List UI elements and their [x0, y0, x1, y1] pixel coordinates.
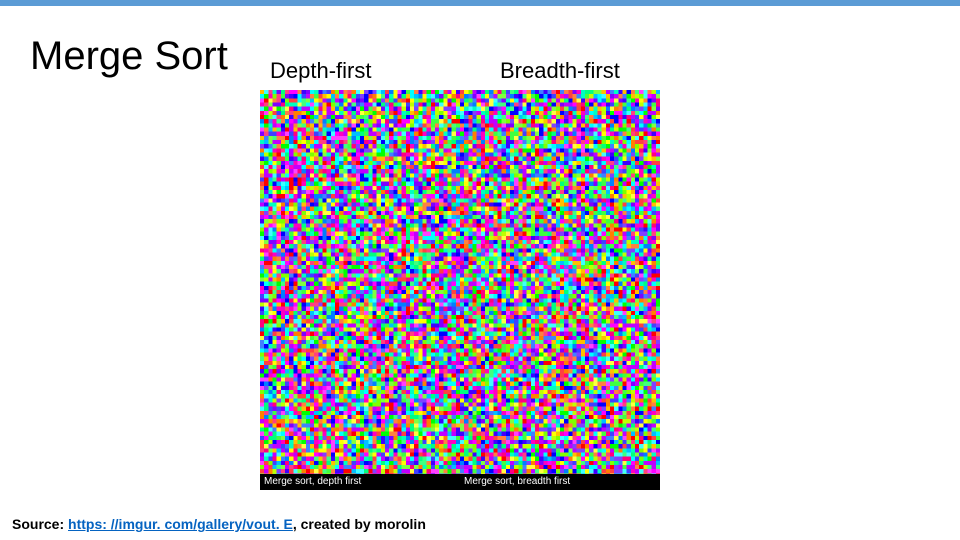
label-depth-first: Depth-first — [270, 58, 371, 84]
top-accent-bar — [0, 0, 960, 6]
caption-left: Merge sort, depth first — [260, 474, 460, 490]
visualization-panel: Merge sort, depth first Merge sort, brea… — [260, 90, 660, 490]
source-prefix: Source: — [12, 516, 68, 532]
source-line: Source: https: //imgur. com/gallery/vout… — [12, 516, 426, 532]
sort-visualization-canvas — [260, 90, 660, 490]
visualization-caption-strip: Merge sort, depth first Merge sort, brea… — [260, 474, 660, 490]
source-suffix: , created by morolin — [293, 516, 426, 532]
page-title: Merge Sort — [30, 34, 228, 79]
label-breadth-first: Breadth-first — [500, 58, 620, 84]
source-link[interactable]: https: //imgur. com/gallery/vout. E — [68, 516, 293, 532]
caption-right: Merge sort, breadth first — [460, 474, 660, 490]
